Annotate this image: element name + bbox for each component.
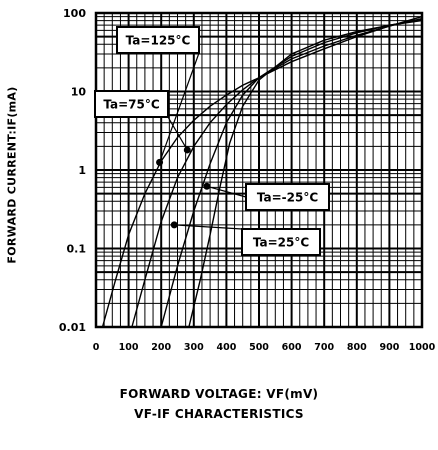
callouts: Ta=125°C Ta=75°C Ta=-25°C Ta=25°C bbox=[94, 26, 330, 256]
series-line bbox=[101, 15, 423, 328]
y-axis-label: FORWARD CURRENT:IF(mA) bbox=[5, 86, 19, 264]
y-tick-label: 0.1 bbox=[67, 243, 87, 256]
callout-label: Ta=25°C bbox=[253, 236, 309, 250]
tick-labels: 0 100 200 300 400 500 600 700 800 900 1000 0.01 0.1 1… bbox=[59, 7, 436, 353]
callout-leader bbox=[174, 224, 243, 230]
series-line bbox=[160, 19, 423, 328]
y-tick-label: 0.01 bbox=[59, 321, 86, 334]
vf-if-chart: 0 100 200 300 400 500 600 700 800 900 1000 0.01 0.1 1… bbox=[59, 7, 436, 353]
chart-title: VF-IF CHARACTERISTICS bbox=[134, 407, 304, 421]
x-axis-label: FORWARD VOLTAGE: VF(mV) bbox=[119, 387, 319, 401]
x-tick-label: 0 bbox=[93, 342, 100, 353]
x-tick-label: 900 bbox=[379, 342, 399, 353]
callout-label: Ta=-25°C bbox=[257, 191, 318, 205]
callout-label: Ta=125°C bbox=[126, 34, 191, 48]
callout-box bbox=[94, 90, 169, 118]
x-tick-label: 800 bbox=[347, 342, 367, 353]
series-line bbox=[188, 19, 423, 328]
callout-box bbox=[241, 228, 321, 256]
x-tick-label: 200 bbox=[151, 342, 171, 353]
y-tick-label: 1 bbox=[78, 164, 86, 177]
callout-label: Ta=75°C bbox=[103, 98, 159, 112]
callout-anchor-dot bbox=[170, 221, 178, 229]
callout-leader bbox=[206, 185, 247, 198]
x-tick-label: 500 bbox=[249, 342, 269, 353]
callout-anchor-dot bbox=[183, 146, 191, 154]
callout-box bbox=[116, 26, 200, 54]
y-tick-label: 10 bbox=[71, 86, 87, 99]
callout-box bbox=[245, 183, 330, 211]
callout-leader bbox=[159, 52, 200, 163]
x-tick-label: 400 bbox=[216, 342, 236, 353]
y-tick-label: 100 bbox=[63, 7, 86, 20]
plot-frame bbox=[94, 11, 424, 329]
series-group bbox=[101, 15, 423, 328]
callout-leader bbox=[167, 116, 188, 151]
x-tick-label: 100 bbox=[119, 342, 139, 353]
callout-anchor-dot bbox=[203, 182, 211, 190]
callout-anchor-dot bbox=[156, 158, 164, 166]
x-tick-label: 700 bbox=[314, 342, 334, 353]
x-tick-label: 1000 bbox=[409, 342, 436, 353]
x-tick-label: 300 bbox=[184, 342, 204, 353]
x-tick-label: 600 bbox=[282, 342, 302, 353]
series-line bbox=[131, 17, 423, 328]
